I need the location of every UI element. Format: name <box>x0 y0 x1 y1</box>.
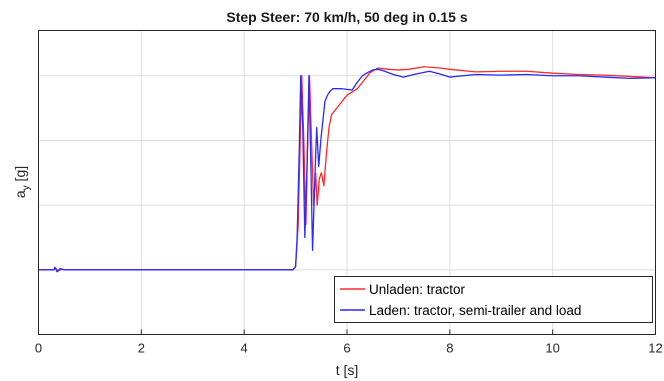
legend-label-unladen: Unladen: tractor <box>369 282 466 297</box>
chart-title: Step Steer: 70 km/h, 50 deg in 0.15 s <box>226 9 467 25</box>
x-tick-label: 4 <box>241 341 248 356</box>
series-layer <box>38 66 656 273</box>
legend-box <box>334 276 653 323</box>
y-axis-label-unit: [g] <box>12 166 28 185</box>
series-line-laden <box>38 68 656 273</box>
legend: Unladen: tractor Laden: tractor, semi-tr… <box>334 276 653 323</box>
x-tick-label: 2 <box>138 341 145 356</box>
y-axis-label: ay [g] <box>12 166 32 198</box>
y-axis-label-main: a <box>12 190 28 198</box>
x-tick-label: 10 <box>545 341 559 356</box>
x-tick-label: 8 <box>446 341 453 356</box>
x-tick-label: 0 <box>35 341 42 356</box>
x-tick-label: 6 <box>343 341 350 356</box>
legend-label-laden: Laden: tractor, semi-trailer and load <box>369 303 581 318</box>
x-axis-label: t [s] <box>336 362 359 378</box>
x-axis-ticks: 0 2 4 6 8 10 12 <box>35 329 663 356</box>
x-tick-label: 12 <box>648 341 662 356</box>
y-axis-label-subscript: y <box>21 185 32 190</box>
